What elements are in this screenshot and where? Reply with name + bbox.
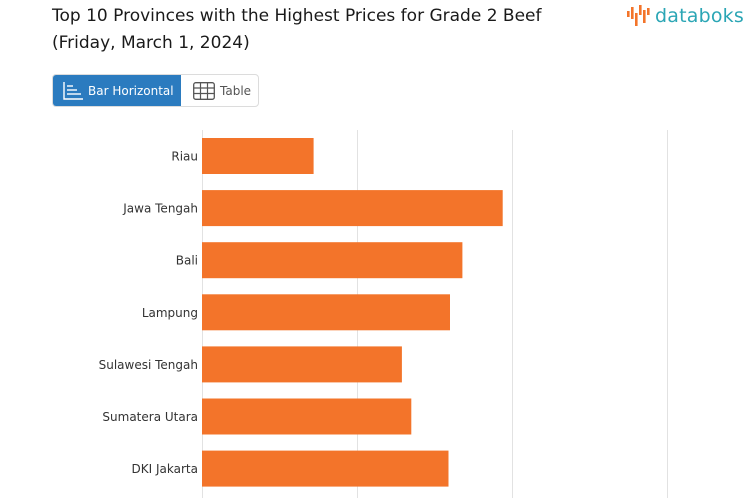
bar-chart-icon <box>63 81 83 100</box>
chart-title-line-2: (Friday, March 1, 2024) <box>52 33 250 53</box>
bar[interactable] <box>202 294 450 331</box>
category-label: Sulawesi Tengah <box>99 358 198 372</box>
category-label: Jawa Tengah <box>122 202 198 216</box>
tab-table[interactable]: Table <box>181 75 258 106</box>
logo-text: databoks <box>655 5 744 27</box>
chart-title-line-1: Top 10 Provinces with the Highest Prices… <box>52 6 542 26</box>
databoks-logo[interactable]: databoks <box>626 4 744 28</box>
tab-table-label: Table <box>220 83 252 98</box>
category-label: Riau <box>171 150 198 164</box>
tab-bar-horizontal-label: Bar Horizontal <box>88 83 174 98</box>
category-label: Bali <box>176 254 198 268</box>
bar[interactable] <box>202 138 314 174</box>
table-grid-icon <box>193 81 215 100</box>
databoks-bars-logo-icon <box>627 5 650 26</box>
tab-bar-horizontal[interactable]: Bar Horizontal <box>53 75 181 106</box>
chart-title: Top 10 Provinces with the Highest Prices… <box>52 3 612 57</box>
bars <box>202 138 503 487</box>
bar[interactable] <box>202 242 463 279</box>
bar[interactable] <box>202 346 402 383</box>
bar[interactable] <box>202 450 449 487</box>
bar[interactable] <box>202 190 503 227</box>
category-label: Lampung <box>142 306 198 320</box>
category-labels: Riau Jawa Tengah Bali Lampung Sulawesi Tenga… <box>99 150 198 477</box>
category-label: Sumatera Utara <box>102 410 198 424</box>
bar[interactable] <box>202 398 412 435</box>
view-toggle: Bar Horizontal Table <box>52 74 259 107</box>
category-label: DKI Jakarta <box>132 462 198 476</box>
